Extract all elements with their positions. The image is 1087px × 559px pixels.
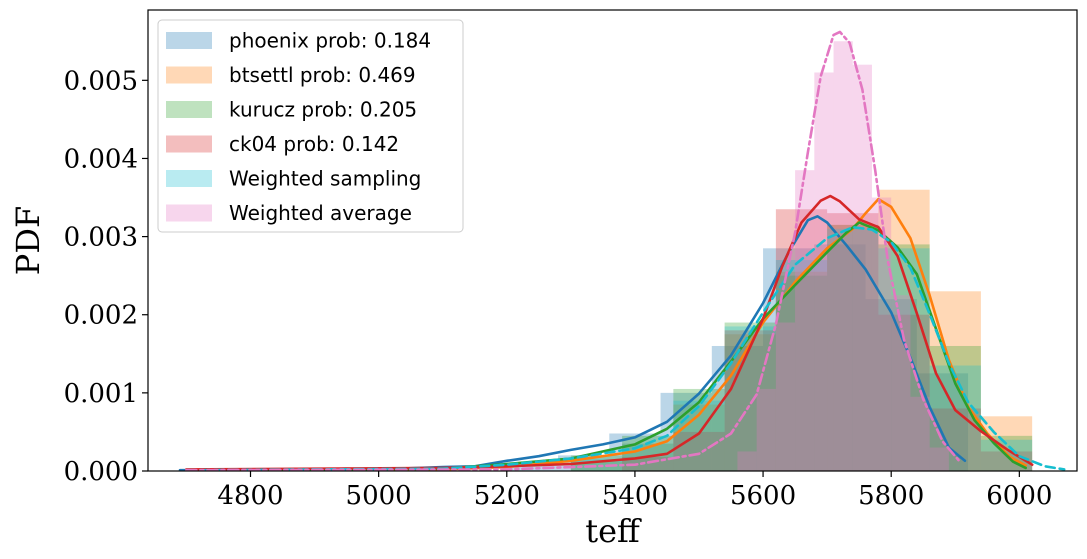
weighted-sampling-hist-bar <box>827 228 879 471</box>
y-tick-label: 0.001 <box>64 379 138 409</box>
x-tick-label: 6000 <box>986 481 1052 511</box>
kurucz-kde-line <box>185 221 1027 472</box>
weighted-sampling-kde-line <box>185 225 1066 472</box>
ck04-hist-bar <box>673 431 725 471</box>
legend-box <box>157 19 464 233</box>
y-tick-label: 0.004 <box>64 144 138 174</box>
weighted-average-kde-line <box>185 30 960 472</box>
weighted-average-hist-bar <box>833 41 853 471</box>
weighted-average-hist-bar <box>814 72 834 471</box>
weighted-average-hist-bar <box>891 295 911 471</box>
legend-swatch <box>166 66 212 84</box>
weighted-average-hist-bar <box>929 447 949 471</box>
y-axis-title: PDF <box>9 206 47 275</box>
phoenix-hist-bar <box>865 299 917 471</box>
btsettl-hist-bar <box>827 224 879 471</box>
ck04-hist-bar <box>827 213 879 472</box>
y-tick-label: 0.003 <box>64 223 138 253</box>
x-tick-label: 5800 <box>858 481 924 511</box>
kde-curve-layer <box>178 30 1066 472</box>
legend-label: Weighted average <box>229 201 412 225</box>
weighted-sampling-hist-bar <box>570 459 623 471</box>
legend-label: btsettl prob: 0.469 <box>229 63 416 87</box>
phoenix-hist-bar <box>506 462 559 471</box>
x-tick-label: 5200 <box>474 481 540 511</box>
x-tick-label: 5400 <box>602 481 668 511</box>
legend-swatch <box>166 204 212 222</box>
ck04-hist-bar <box>929 408 981 471</box>
legend-label: phoenix prob: 0.184 <box>229 29 431 53</box>
axis-layer: 4800 5000 5200 5400 5600 5800 6000 0.000 0.001 0.… <box>64 66 1053 511</box>
kurucz-hist-bar <box>775 275 828 471</box>
ck04-hist-bar <box>622 456 674 471</box>
legend-swatch <box>166 135 212 153</box>
weighted-average-hist-bar <box>910 396 930 471</box>
weighted-average-hist-bar <box>737 451 757 471</box>
ck04-hist-bar <box>775 209 828 471</box>
weighted-sampling-hist-bar <box>673 400 725 471</box>
x-axis-title: teff <box>585 512 642 550</box>
legend-swatch <box>166 101 212 118</box>
x-tick-label: 4800 <box>217 481 283 511</box>
weighted-average-hist-bar <box>852 64 872 471</box>
phoenix-hist-bar <box>814 244 866 471</box>
weighted-average-hist-bar <box>775 322 796 471</box>
legend-swatch <box>166 170 212 187</box>
legend-label: Weighted sampling <box>229 167 421 191</box>
legend-label: ck04 prob: 0.142 <box>229 132 399 156</box>
legend: phoenix prob: 0.184 btsettl prob: 0.469 ku… <box>157 19 464 233</box>
weighted-average-hist-bar <box>756 388 776 471</box>
kurucz-hist-bar <box>878 244 930 471</box>
legend-swatch <box>166 32 212 49</box>
legend-label: kurucz prob: 0.205 <box>229 98 417 122</box>
ck04-kde-line <box>185 194 1034 471</box>
kurucz-hist-bar <box>827 224 879 471</box>
x-tick-label: 5600 <box>730 481 796 511</box>
y-tick-label: 0.005 <box>64 66 138 96</box>
weighted-average-hist-bar <box>871 197 892 471</box>
weighted-average-hist-bar <box>795 170 815 471</box>
y-tick-label: 0.000 <box>64 457 138 487</box>
btsettl-hist-bar <box>775 271 828 471</box>
plot-frame <box>147 9 1078 472</box>
x-tick-label: 5000 <box>346 481 412 511</box>
y-tick-label: 0.002 <box>64 301 138 331</box>
